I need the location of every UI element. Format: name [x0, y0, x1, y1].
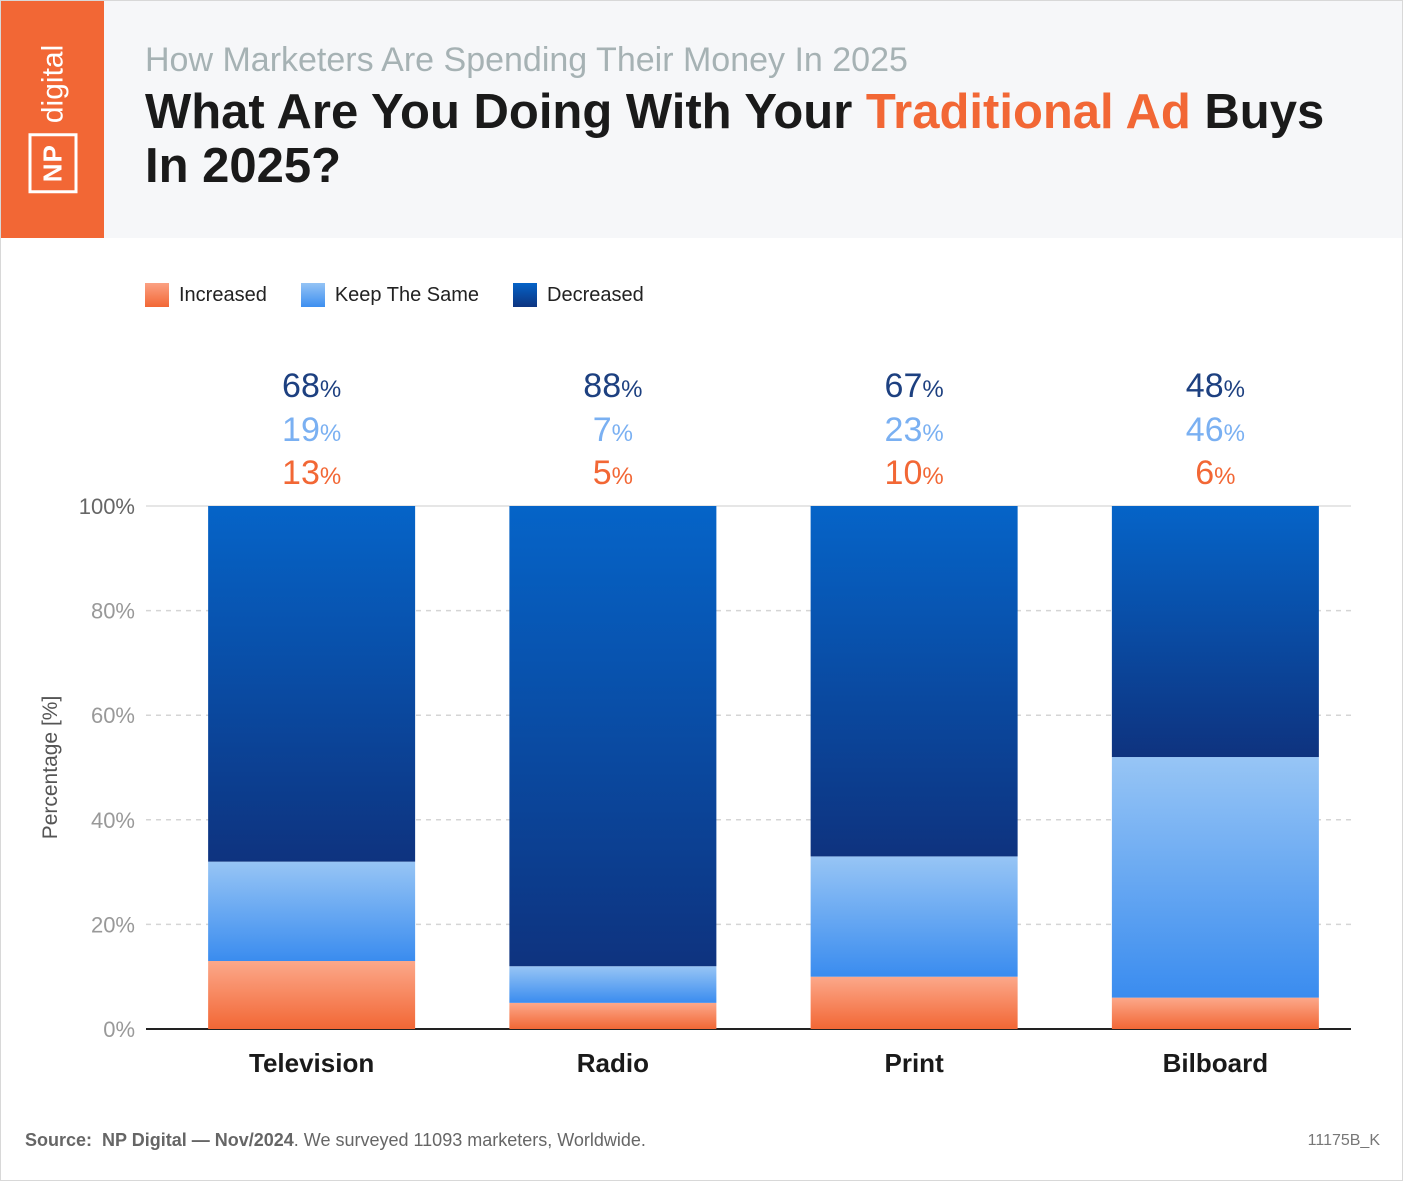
header: How Marketers Are Spending Their Money I… [1, 1, 1402, 238]
bar-segment-increased [810, 976, 1018, 1029]
legend-item-decreased: Decreased [513, 283, 644, 307]
np-digital-logo: NP digital [1, 1, 104, 238]
x-tick-label: Print [885, 1048, 945, 1078]
source-note: Source: NP Digital — Nov/2024. We survey… [25, 1130, 646, 1151]
y-axis-label: Percentage [%] [39, 696, 62, 840]
data-label-decreased: 68% [282, 367, 341, 405]
bar-segment-keep-the-same [509, 966, 717, 1003]
legend-swatch-decreased [513, 283, 538, 307]
data-label-keep-the-same: 46% [1186, 411, 1245, 449]
data-label-increased: 5% [593, 454, 633, 492]
bar-segment-increased [1111, 997, 1319, 1029]
legend-swatch-increased [145, 283, 169, 307]
source-label: Source: [25, 1130, 93, 1150]
subtitle: How Marketers Are Spending Their Money I… [145, 41, 908, 79]
y-tick-label: 60% [91, 703, 135, 728]
y-tick-label: 40% [91, 808, 135, 833]
data-label-decreased: 67% [885, 367, 944, 405]
data-label-decreased: 88% [583, 367, 642, 405]
legend-label: Decreased [547, 283, 644, 306]
data-label-keep-the-same: 19% [282, 411, 341, 449]
bar-segment-decreased [810, 506, 1018, 857]
x-tick-label: Radio [577, 1048, 649, 1078]
legend-item-keep: Keep The Same [300, 283, 480, 307]
chart-code: 11175B_K [1307, 1132, 1380, 1149]
title-highlight: Traditional Ad [865, 85, 1191, 139]
page-title: What Are You Doing With Your Traditional… [145, 85, 1345, 193]
data-label-keep-the-same: 7% [593, 411, 633, 449]
legend-swatch-keep [300, 283, 325, 307]
title-part1: What Are You Doing With Your [145, 85, 866, 139]
y-tick-label: 80% [91, 599, 135, 624]
bar-segment-keep-the-same [1111, 757, 1319, 998]
bar-segment-keep-the-same [810, 856, 1018, 977]
bar-segment-decreased [208, 506, 416, 862]
source-text: . We surveyed 11093 marketers, Worldwide… [293, 1130, 646, 1150]
bar-segment-decreased [509, 506, 717, 967]
x-tick-label: Bilboard [1163, 1048, 1268, 1078]
data-label-decreased: 48% [1186, 367, 1245, 405]
legend-item-increased: Increased [145, 283, 267, 307]
data-label-keep-the-same: 23% [885, 411, 944, 449]
source-name: NP Digital — Nov/2024 [102, 1130, 294, 1150]
bar-segment-keep-the-same [208, 861, 416, 962]
y-tick-label: 100% [79, 494, 135, 519]
y-tick-label: 0% [103, 1017, 135, 1042]
bar-segment-increased [208, 961, 416, 1029]
y-tick-label: 20% [91, 912, 135, 937]
x-tick-label: Television [249, 1048, 374, 1078]
legend-label: Keep The Same [334, 283, 480, 306]
bar-segment-decreased [1111, 506, 1319, 758]
data-label-increased: 10% [885, 454, 944, 492]
title-part2: Buys In 2025? [145, 85, 1325, 193]
data-label-increased: 13% [282, 454, 341, 492]
legend: Increased Keep The Same Decreased [145, 283, 644, 307]
bar-segment-increased [509, 1002, 717, 1029]
legend-label: Increased [179, 283, 267, 306]
data-label-increased: 6% [1195, 454, 1235, 492]
